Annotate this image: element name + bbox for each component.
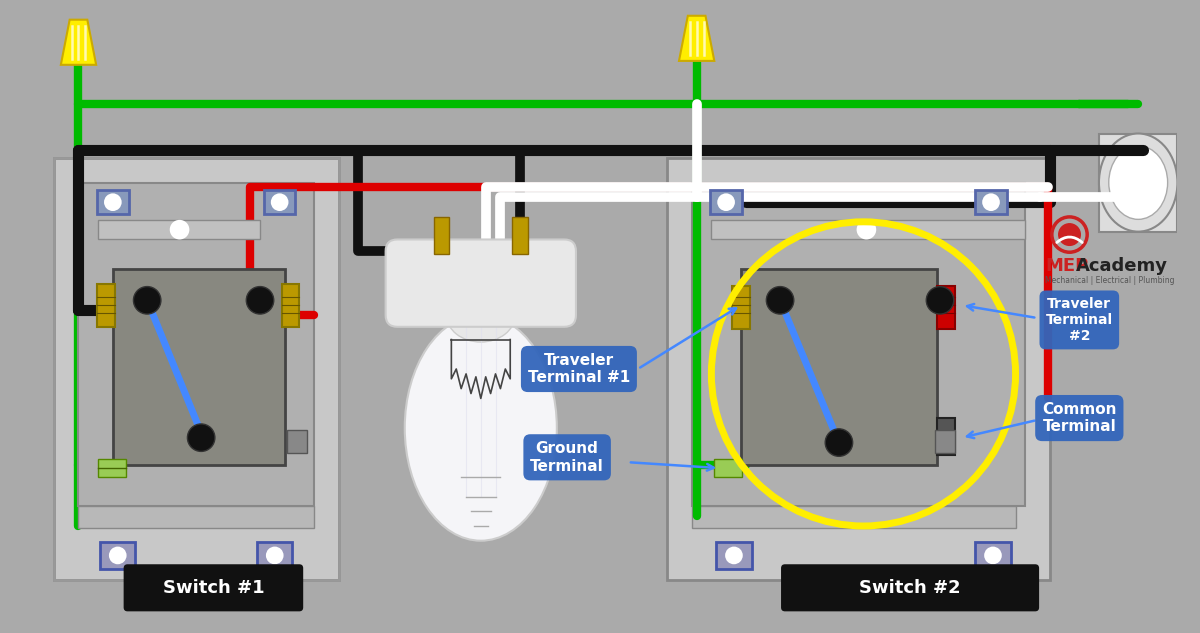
Circle shape [767,287,793,314]
Bar [732,285,750,329]
Bar [288,430,307,453]
Circle shape [133,287,161,314]
Circle shape [826,429,853,456]
Circle shape [725,546,743,564]
FancyBboxPatch shape [781,564,1039,611]
Text: Academy: Academy [1076,257,1169,275]
Bar [433,217,449,254]
Bar [976,542,1010,569]
Bar [1099,134,1177,232]
Ellipse shape [404,315,557,541]
Circle shape [271,193,288,211]
Bar [714,460,742,477]
Bar [257,542,293,569]
Bar [976,191,1007,214]
Text: Mechanical | Electrical | Plumbing: Mechanical | Electrical | Plumbing [1045,276,1175,285]
Bar [691,182,1025,506]
Circle shape [982,193,1000,211]
Text: Switch #2: Switch #2 [859,579,960,597]
Bar [98,220,260,239]
Bar [97,284,115,327]
FancyBboxPatch shape [124,564,304,611]
Bar [282,284,299,327]
Bar [512,217,528,254]
Circle shape [104,193,121,211]
Circle shape [718,193,734,211]
Ellipse shape [1058,224,1080,246]
Polygon shape [679,16,714,61]
Bar [937,418,955,455]
Bar [937,285,955,329]
Bar [691,506,1015,528]
Text: Traveler
Terminal #1: Traveler Terminal #1 [528,353,630,385]
Text: Traveler
Terminal
#2: Traveler Terminal #2 [1045,297,1112,343]
FancyBboxPatch shape [385,239,576,327]
Circle shape [109,546,126,564]
Text: Common
Terminal: Common Terminal [1042,402,1116,434]
Circle shape [266,546,283,564]
Bar [712,220,1025,239]
Text: MEP: MEP [1045,257,1088,275]
Circle shape [187,424,215,451]
Ellipse shape [1099,134,1177,232]
Bar [740,269,937,465]
Circle shape [926,287,954,314]
Bar [97,191,128,214]
Circle shape [984,546,1002,564]
Text: Ground
Terminal: Ground Terminal [530,441,604,473]
Bar [113,269,284,465]
Circle shape [169,220,190,239]
Bar [100,542,136,569]
Ellipse shape [1109,146,1168,220]
Bar [710,191,742,214]
Bar [98,460,126,477]
Bar [54,158,338,580]
Bar [54,158,338,580]
Polygon shape [61,20,96,65]
Bar [78,506,314,528]
Circle shape [857,220,876,239]
Bar [264,191,295,214]
Circle shape [246,287,274,314]
Ellipse shape [446,288,515,342]
Bar [667,158,1050,580]
Text: Switch #1: Switch #1 [163,579,265,597]
Bar [78,182,314,506]
Bar [935,430,955,453]
Bar [716,542,751,569]
